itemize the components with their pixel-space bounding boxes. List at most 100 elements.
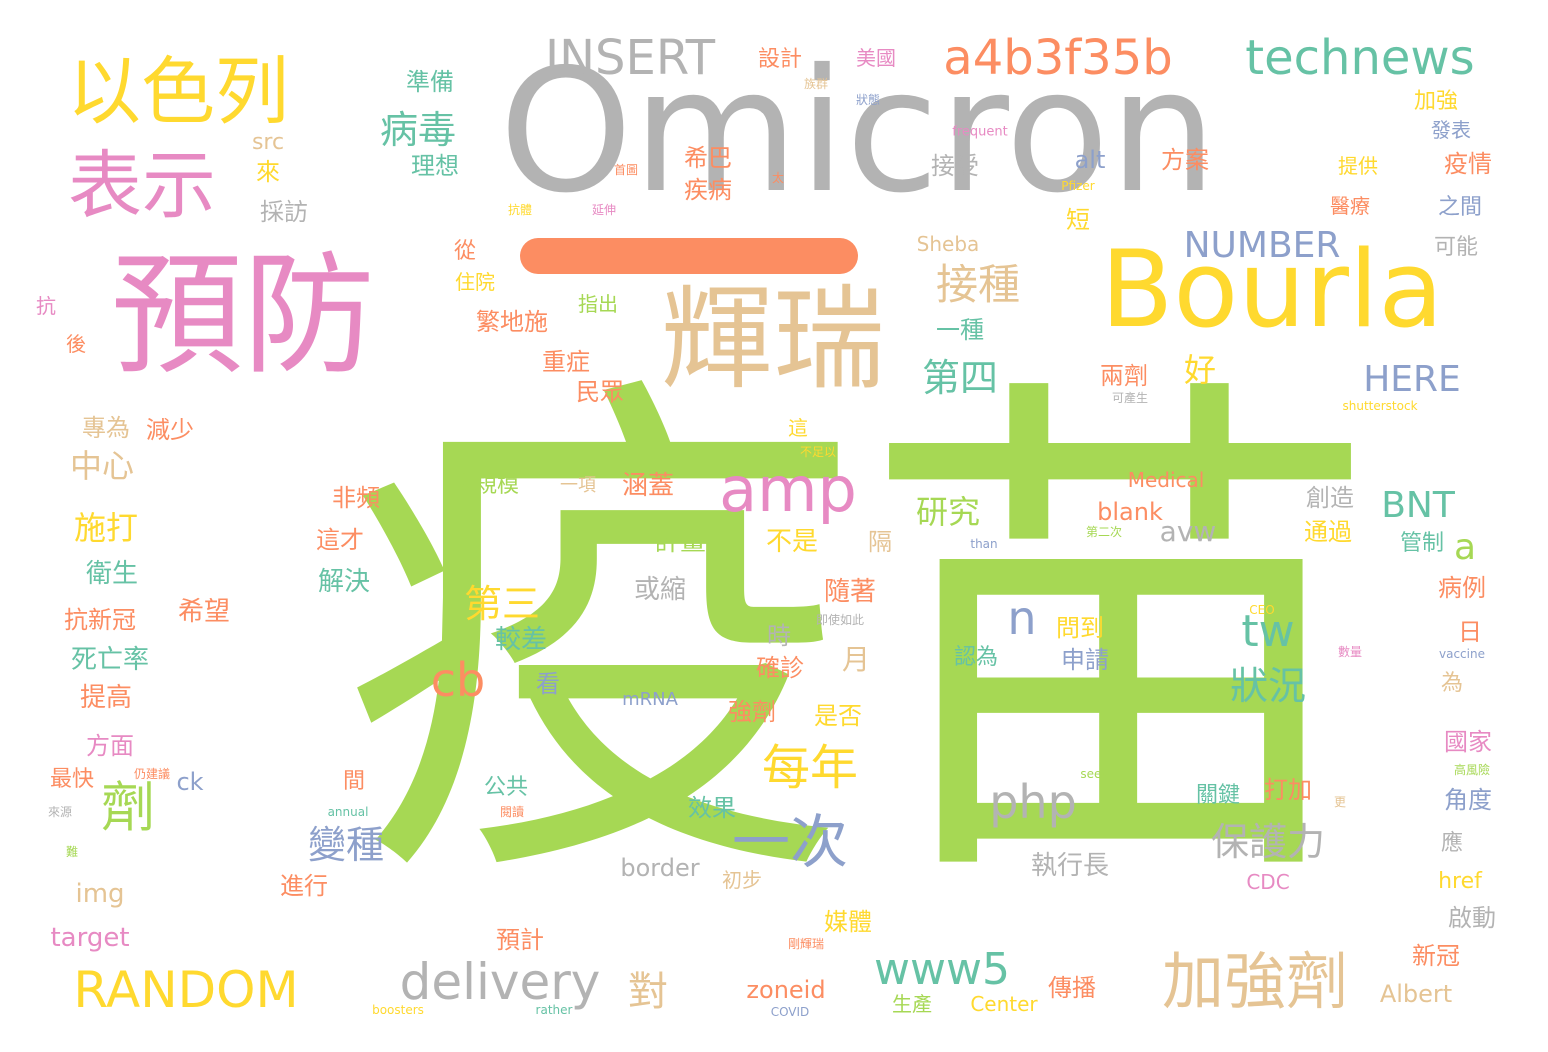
word-49: 從 — [453, 239, 477, 264]
word-3: 輝瑞 — [661, 275, 885, 405]
word-61: 疾病 — [684, 176, 732, 204]
word-136: Pfizer — [1061, 179, 1095, 193]
word-8: technews — [1245, 30, 1475, 86]
word-111: 應 — [1440, 831, 1464, 856]
word-135: Sheba — [916, 232, 980, 256]
word-62: 採訪 — [260, 198, 308, 226]
word-39: 繁地施 — [476, 308, 548, 336]
word-45: 疫情 — [1444, 150, 1492, 178]
word-119: border — [620, 854, 700, 882]
word-40: 理想 — [411, 152, 459, 180]
word-43: alt — [1074, 146, 1106, 174]
word-60: 希巴 — [684, 144, 732, 172]
word-151: CEO — [1249, 603, 1275, 617]
word-125: 進行 — [280, 872, 328, 900]
word-143: 延伸 — [591, 203, 617, 217]
word-68: 後 — [66, 332, 86, 356]
word-163: boosters — [372, 1003, 424, 1017]
word-11: 加強劑 — [1161, 945, 1349, 1018]
word-52: 民眾 — [576, 378, 624, 406]
word-145: 不足以 — [799, 445, 837, 459]
word-70: 減少 — [146, 416, 194, 444]
word-126: 媒體 — [824, 908, 872, 936]
word-104: 方面 — [86, 732, 134, 760]
word-141: 太 — [771, 171, 785, 185]
word-133: 生產 — [892, 992, 932, 1016]
word-42: 接受 — [931, 152, 979, 180]
word-73: 涵蓋 — [621, 471, 675, 501]
word-108: 是否 — [814, 702, 862, 730]
word-51: 重症 — [542, 348, 590, 376]
word-10: amp — [719, 453, 857, 526]
word-75: blank — [1097, 498, 1163, 526]
word-5: 以色列 — [67, 49, 289, 135]
word-102: 認為 — [953, 645, 999, 670]
word-130: zoneid — [746, 976, 826, 1004]
word-153: vaccine — [1439, 647, 1485, 661]
word-124: target — [50, 923, 130, 953]
word-86: 希望 — [177, 597, 231, 627]
word-47: 可能 — [1433, 235, 1479, 260]
word-19: cb — [430, 653, 486, 707]
word-14: RANDOM — [73, 961, 299, 1019]
word-29: 病毒 — [379, 108, 457, 152]
word-41: 準備 — [406, 68, 454, 96]
word-16: 劑 — [101, 776, 155, 839]
word-165: COVID — [770, 1005, 810, 1019]
word-25: 接種 — [935, 260, 1021, 309]
word-46: 之間 — [1437, 195, 1483, 220]
word-26: 第四 — [921, 356, 999, 400]
word-67: 抗 — [36, 294, 56, 318]
word-157: annual — [327, 805, 369, 819]
word-84: 管制 — [1399, 531, 1445, 556]
word-158: 閱讀 — [499, 805, 525, 819]
word-0: 疫苗 — [340, 337, 1380, 943]
word-74: Medical — [1127, 468, 1205, 492]
word-71: 大規模 — [452, 473, 520, 498]
word-83: avw — [1159, 515, 1217, 548]
word-82: 隔 — [868, 528, 892, 556]
word-134: Center — [970, 992, 1038, 1016]
word-56: 加強 — [1413, 89, 1459, 114]
word-122: CDC — [1246, 870, 1290, 894]
word-81: 不是 — [765, 527, 819, 557]
word-6: 表示 — [68, 143, 216, 229]
word-150: 即使如此 — [815, 613, 865, 627]
word-92: 問到 — [1056, 614, 1104, 642]
word-103: 為 — [1440, 671, 1464, 696]
word-orange-bar — [520, 238, 858, 274]
word-31: HERE — [1363, 359, 1461, 400]
word-17: www5 — [874, 944, 1010, 995]
word-140: 首圖 — [613, 163, 639, 177]
word-32: BNT — [1381, 485, 1455, 526]
word-15: 每年 — [761, 740, 859, 796]
word-88: 解決 — [317, 567, 371, 597]
word-93: 申請 — [1061, 646, 1109, 674]
word-28: 第三 — [463, 582, 541, 626]
word-94: 病例 — [1438, 574, 1486, 602]
word-137: frequent — [952, 124, 1008, 140]
word-1: Omicron — [498, 33, 1218, 231]
word-132: Albert — [1379, 980, 1453, 1008]
word-9: INSERT — [544, 30, 716, 86]
word-116: 打加 — [1264, 776, 1312, 804]
word-95: 日 — [1458, 618, 1482, 646]
word-18: php — [989, 775, 1077, 829]
word-128: 啟動 — [1448, 904, 1496, 932]
word-144: 這 — [788, 416, 808, 440]
word-58: 提供 — [1338, 154, 1378, 178]
word-123: href — [1438, 869, 1482, 894]
word-44: 方案 — [1161, 146, 1209, 174]
word-89: 隨著 — [823, 577, 877, 607]
word-7: a4b3f35b — [943, 30, 1173, 86]
word-24: 保護力 — [1210, 820, 1326, 864]
word-66: 指出 — [578, 292, 618, 316]
word-106: mRNA — [622, 689, 678, 710]
word-152: 數量 — [1337, 645, 1363, 659]
word-65: 住院 — [455, 270, 495, 294]
word-147: shutterstock — [1342, 399, 1418, 413]
word-121: 執行長 — [1030, 851, 1110, 881]
word-114: 公共 — [483, 775, 529, 800]
word-27: 變種 — [307, 823, 385, 867]
